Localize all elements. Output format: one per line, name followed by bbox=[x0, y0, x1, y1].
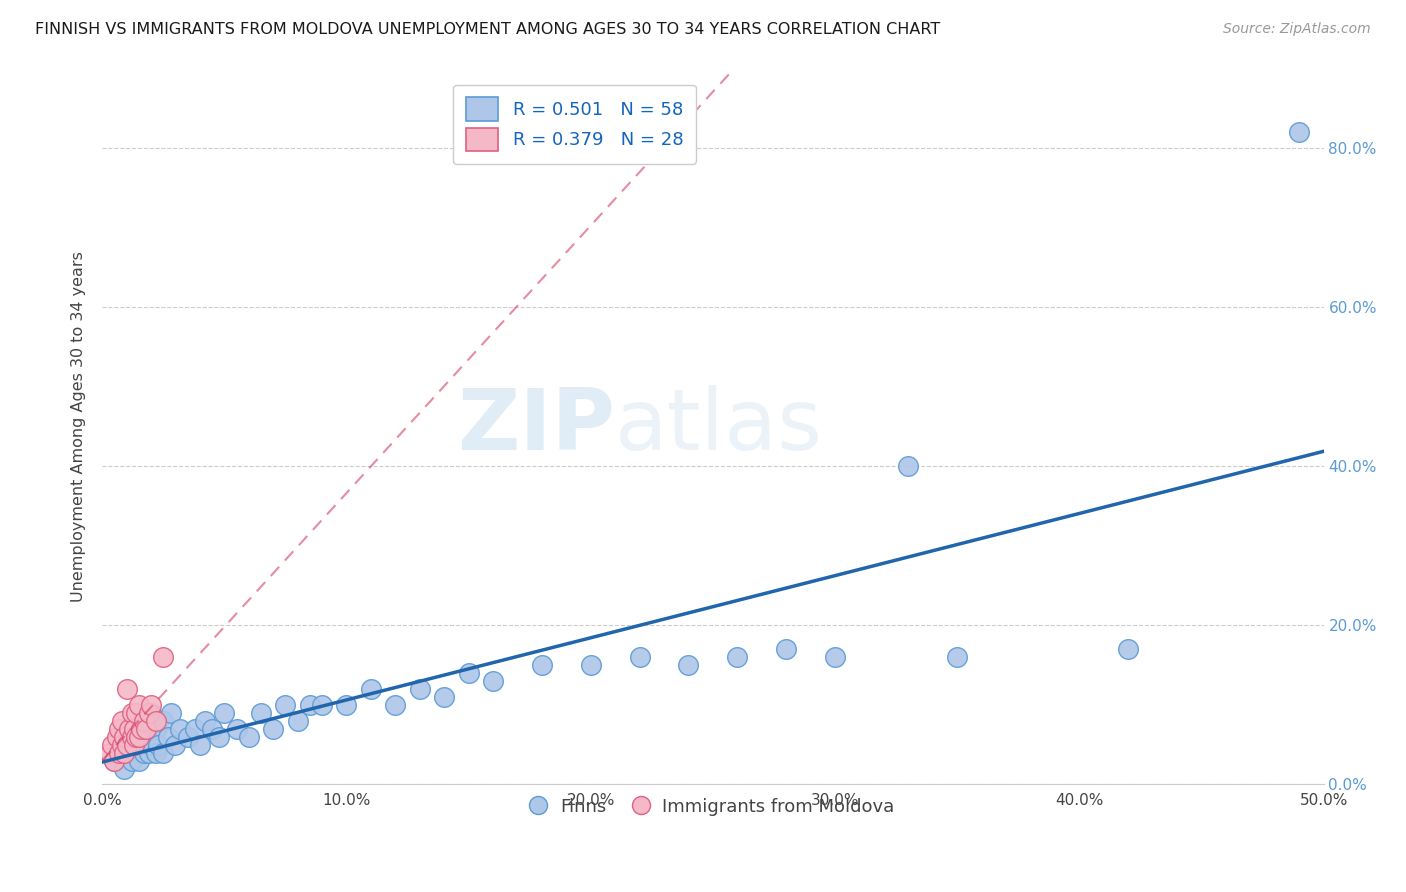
Point bbox=[111, 746, 134, 760]
Point bbox=[139, 738, 162, 752]
Point bbox=[112, 746, 135, 760]
Point bbox=[111, 738, 134, 752]
Point bbox=[148, 738, 170, 752]
Point bbox=[208, 730, 231, 744]
Point bbox=[105, 730, 128, 744]
Point bbox=[135, 730, 157, 744]
Point bbox=[111, 714, 134, 728]
Point bbox=[169, 722, 191, 736]
Point bbox=[115, 681, 138, 696]
Point bbox=[125, 730, 148, 744]
Point bbox=[128, 754, 150, 768]
Point bbox=[122, 738, 145, 752]
Point bbox=[360, 681, 382, 696]
Point bbox=[482, 673, 505, 688]
Point bbox=[678, 658, 700, 673]
Point bbox=[628, 650, 651, 665]
Point bbox=[129, 722, 152, 736]
Point bbox=[159, 706, 181, 720]
Y-axis label: Unemployment Among Ages 30 to 34 years: Unemployment Among Ages 30 to 34 years bbox=[72, 251, 86, 602]
Point bbox=[132, 746, 155, 760]
Point bbox=[135, 722, 157, 736]
Point bbox=[177, 730, 200, 744]
Point bbox=[165, 738, 187, 752]
Point bbox=[775, 642, 797, 657]
Point bbox=[139, 722, 162, 736]
Legend: Finns, Immigrants from Moldova: Finns, Immigrants from Moldova bbox=[522, 789, 904, 825]
Point bbox=[824, 650, 846, 665]
Point bbox=[115, 730, 138, 744]
Point bbox=[1116, 642, 1139, 657]
Point bbox=[128, 722, 150, 736]
Point bbox=[112, 762, 135, 776]
Point bbox=[157, 730, 180, 744]
Point bbox=[201, 722, 224, 736]
Point bbox=[287, 714, 309, 728]
Point bbox=[103, 754, 125, 768]
Point bbox=[103, 754, 125, 768]
Point bbox=[128, 738, 150, 752]
Point bbox=[298, 698, 321, 712]
Point bbox=[125, 706, 148, 720]
Point bbox=[152, 746, 174, 760]
Point bbox=[145, 714, 167, 728]
Point bbox=[946, 650, 969, 665]
Point bbox=[311, 698, 333, 712]
Point bbox=[122, 738, 145, 752]
Point bbox=[214, 706, 236, 720]
Point bbox=[139, 706, 162, 720]
Point bbox=[274, 698, 297, 712]
Point bbox=[101, 738, 124, 752]
Point bbox=[98, 746, 121, 760]
Point bbox=[409, 681, 432, 696]
Point bbox=[725, 650, 748, 665]
Point bbox=[118, 722, 141, 736]
Point bbox=[530, 658, 553, 673]
Point bbox=[152, 714, 174, 728]
Point bbox=[1288, 125, 1310, 139]
Point bbox=[262, 722, 284, 736]
Point bbox=[115, 738, 138, 752]
Point bbox=[121, 730, 143, 744]
Point bbox=[139, 698, 162, 712]
Point bbox=[188, 738, 211, 752]
Point bbox=[121, 754, 143, 768]
Point bbox=[121, 706, 143, 720]
Point bbox=[145, 746, 167, 760]
Point bbox=[225, 722, 247, 736]
Point bbox=[579, 658, 602, 673]
Point bbox=[457, 666, 479, 681]
Point bbox=[384, 698, 406, 712]
Text: FINNISH VS IMMIGRANTS FROM MOLDOVA UNEMPLOYMENT AMONG AGES 30 TO 34 YEARS CORREL: FINNISH VS IMMIGRANTS FROM MOLDOVA UNEMP… bbox=[35, 22, 941, 37]
Point bbox=[138, 746, 160, 760]
Point bbox=[115, 746, 138, 760]
Point bbox=[184, 722, 207, 736]
Point bbox=[238, 730, 260, 744]
Point bbox=[897, 459, 920, 474]
Point bbox=[128, 698, 150, 712]
Point bbox=[112, 730, 135, 744]
Point bbox=[194, 714, 217, 728]
Point bbox=[138, 706, 160, 720]
Point bbox=[122, 722, 145, 736]
Point bbox=[145, 722, 167, 736]
Point bbox=[108, 746, 131, 760]
Point bbox=[132, 714, 155, 728]
Point bbox=[335, 698, 357, 712]
Text: ZIP: ZIP bbox=[457, 385, 616, 468]
Text: atlas: atlas bbox=[616, 385, 823, 468]
Point bbox=[128, 730, 150, 744]
Point bbox=[250, 706, 273, 720]
Point bbox=[152, 650, 174, 665]
Point bbox=[108, 722, 131, 736]
Text: Source: ZipAtlas.com: Source: ZipAtlas.com bbox=[1223, 22, 1371, 37]
Point bbox=[433, 690, 456, 704]
